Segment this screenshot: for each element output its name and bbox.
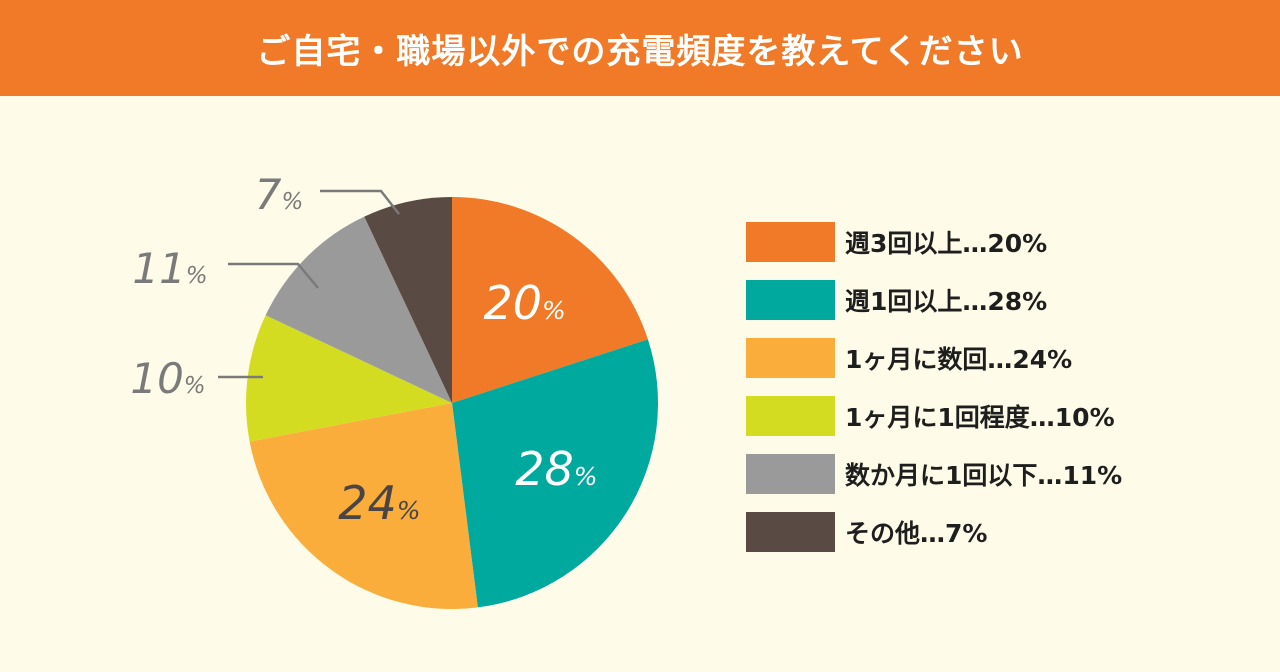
slice-label-6: 7% (255, 170, 304, 219)
chart-title: ご自宅・職場以外での充電頻度を教えてください (256, 31, 1024, 72)
pie-slice-6 (364, 197, 452, 403)
pie-slice-3 (249, 403, 478, 610)
pie-slice-2 (452, 339, 659, 608)
legend-label: 数か月に1回以下…11% (845, 461, 1123, 490)
legend-swatch (746, 396, 835, 436)
legend-item: その他…7% (746, 512, 987, 552)
pie-slice-4 (246, 315, 452, 442)
legend-swatch (746, 338, 835, 378)
slice-label-3: 24% (338, 476, 420, 530)
legend-swatch (746, 222, 835, 262)
slice-label-1: 20% (483, 276, 565, 330)
legend-label: 週1回以上…28% (845, 287, 1048, 316)
legend-label: 1ヶ月に数回…24% (845, 345, 1073, 374)
legend-item: 1ヶ月に1回程度…10% (746, 396, 1115, 436)
leader-line-6 (320, 189, 400, 215)
pie-slice-5 (265, 216, 452, 403)
legend-swatch (746, 512, 835, 552)
leader-line-5 (228, 262, 319, 289)
slice-label-5: 11% (132, 244, 207, 293)
legend-label: その他…7% (845, 519, 988, 548)
pie-chart: 20% 28% 24% 10% 11% 7% (130, 170, 659, 610)
legend-item: 1ヶ月に数回…24% (746, 338, 1072, 378)
legend-item: 週1回以上…28% (746, 280, 1047, 320)
pie-slice-1 (452, 197, 648, 403)
slice-label-4: 10% (130, 354, 205, 403)
legend-item: 数か月に1回以下…11% (746, 454, 1122, 494)
legend-item: 週3回以上…20% (746, 222, 1047, 262)
legend-swatch (746, 280, 835, 320)
legend-label: 週3回以上…20% (845, 229, 1048, 258)
header-bar: ご自宅・職場以外での充電頻度を教えてください (0, 0, 1280, 96)
legend-label: 1ヶ月に1回程度…10% (845, 403, 1115, 432)
slice-label-2: 28% (515, 442, 597, 496)
legend-swatch (746, 454, 835, 494)
